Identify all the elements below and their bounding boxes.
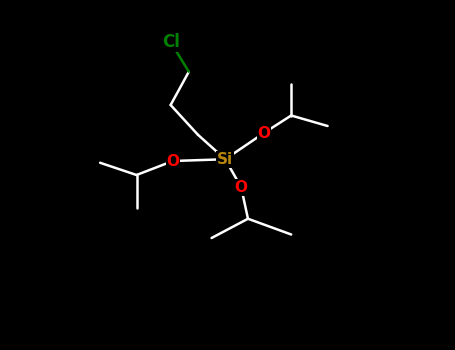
Text: O: O xyxy=(258,126,270,140)
Text: Si: Si xyxy=(217,152,233,167)
Text: Cl: Cl xyxy=(162,33,180,51)
Text: O: O xyxy=(235,180,248,195)
Text: O: O xyxy=(167,154,179,168)
